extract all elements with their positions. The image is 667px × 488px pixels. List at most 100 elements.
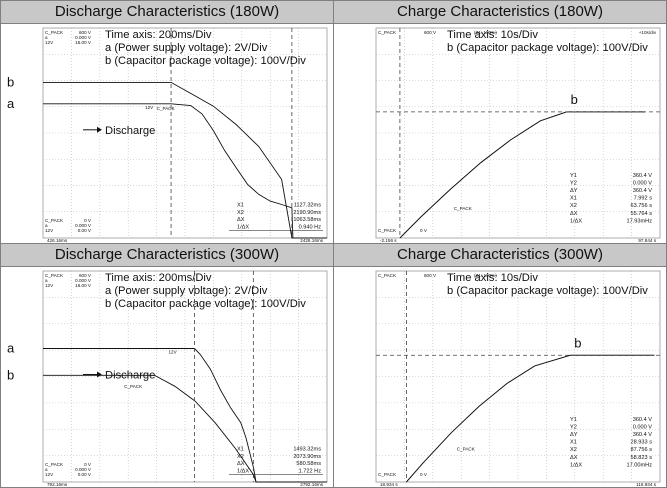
corner-caption: 15.00 V <box>75 40 92 45</box>
trace-caption-12v: 12V <box>168 349 177 354</box>
readout-key: ΔX <box>237 217 245 223</box>
corner-caption: 0.00 V <box>78 472 92 477</box>
corner-caption: 0.000 V <box>75 35 92 40</box>
readout-key: ΔX <box>570 455 578 461</box>
annotation-note: b (Capacitor package voltage): 100V/Div <box>105 298 306 310</box>
corner-caption: +10s/div <box>639 30 657 35</box>
trace-caption-cpack: C_PACK <box>454 206 473 211</box>
readout-key: X1 <box>237 446 244 452</box>
annotation-note: b (Capacitor package voltage): 100V/Div <box>447 285 648 297</box>
readout-value: 87.756 s <box>631 447 653 453</box>
discharge-label: Discharge <box>105 125 155 137</box>
discharge-arrow-head <box>97 371 102 378</box>
trace-label-b: b <box>7 74 14 89</box>
readout-key: X2 <box>237 454 244 460</box>
corner-caption: C_PACK <box>45 30 64 35</box>
readout-key: Y1 <box>570 417 577 423</box>
readout-value: 0.000 V <box>633 424 653 430</box>
series-b-line <box>43 81 327 239</box>
readout-value: 0.940 Hz <box>299 225 322 231</box>
x-range-left: 18.934 s <box>380 482 398 487</box>
readout-key: ΔX <box>237 461 245 467</box>
corner-caption: 0.000 V <box>75 467 92 472</box>
annotation-note: Time axis: 10s/Div <box>447 29 538 41</box>
trace-caption-cpack: C_PACK <box>157 106 176 111</box>
trace-label-b: b <box>574 335 581 350</box>
series-b-line <box>406 354 655 483</box>
readout-key: 1/ΔX <box>570 462 582 468</box>
readout-value: 58.823 s <box>631 455 653 461</box>
trace-caption-cpack: C_PACK <box>124 384 143 389</box>
corner-caption: 12V <box>45 40 54 45</box>
readout-key: 1/ΔX <box>237 469 249 475</box>
readout-value: 28.933 s <box>631 440 653 446</box>
corner-caption: C_PACK <box>45 273 64 278</box>
annotation-note: a (Power supply voltage): 2V/Div <box>105 285 268 297</box>
readout-key: X2 <box>570 203 577 209</box>
corner-caption: a <box>45 223 48 228</box>
panel-title: Charge Characteristics (180W) <box>334 1 666 24</box>
plot-svg: C_PACK 600 V (Z1: 100%) +10s/div C_PACK 0 V -2… <box>375 27 661 243</box>
corner-caption: 600 V <box>79 273 92 278</box>
corner-caption: 12V <box>45 228 54 233</box>
corner-caption: C_PACK <box>378 273 397 278</box>
plot-svg: C_PACK 600 V (Z1: 100%) C_PACK 0 V 18.934 s 11… <box>375 270 661 487</box>
readout-value: 360.4 V <box>633 432 653 438</box>
series-b-line <box>399 111 646 239</box>
corner-caption: C_PACK <box>378 472 397 477</box>
x-range-left: 426.16ms <box>47 238 68 243</box>
readout-key: X1 <box>570 196 577 202</box>
readout-value: 360.4 V <box>633 173 653 179</box>
corner-caption: 600 V <box>79 30 92 35</box>
readout-value: 1.722 Hz <box>299 469 322 475</box>
panel-title: Discharge Characteristics (180W) <box>1 1 333 24</box>
corner-caption: C_PACK <box>378 30 397 35</box>
annotation-note: b (Capacitor package voltage): 100V/Div <box>105 55 306 67</box>
panel-dis300: Discharge Characteristics (300W) C_PACK a 1… <box>0 243 334 488</box>
corner-caption: 0 V <box>84 462 92 467</box>
corner-caption: a <box>45 467 48 472</box>
readout-value: 0.000 V <box>633 180 653 186</box>
panel-chg300: Charge Characteristics (300W) C_PACK 600 V… <box>333 243 667 488</box>
readout-value: 55.764 s <box>631 211 653 217</box>
corner-caption: 0 V <box>84 218 92 223</box>
readout-value: 360.4 V <box>633 188 653 194</box>
readout-value: 2073.90ms <box>293 454 321 460</box>
corner-caption: 12V <box>45 283 54 288</box>
readout-key: Y2 <box>570 424 577 430</box>
x-range-right: 97.844 s <box>638 238 656 243</box>
annotation-note: a (Power supply voltage): 2V/Div <box>105 42 268 54</box>
corner-caption: C_PACK <box>45 462 64 467</box>
x-range-right: 2426.16ms <box>300 238 323 243</box>
readout-value: 1127.32ms <box>294 202 321 208</box>
readout-key: Y1 <box>570 173 577 179</box>
readout-value: 2190.90ms <box>293 210 321 216</box>
readout-value: 17.93mHz <box>627 218 653 224</box>
trace-label-b: b <box>571 92 578 107</box>
corner-caption: a <box>45 278 48 283</box>
readout-key: ΔY <box>570 432 578 438</box>
panel-dis180: Discharge Characteristics (180W) C_PACK a 1… <box>0 0 334 244</box>
series-a-line <box>43 103 327 239</box>
corner-caption: 600 V <box>424 273 437 278</box>
discharge-arrow-head <box>97 126 102 133</box>
annotation-note: Time axis: 10s/Div <box>447 272 538 284</box>
panel-title: Charge Characteristics (300W) <box>334 244 666 267</box>
readout-value: 17.00mHz <box>627 462 653 468</box>
trace-caption-12v: 12V <box>145 105 154 110</box>
x-range-right: 118.934 s <box>636 482 657 487</box>
corner-caption: 600 V <box>424 30 437 35</box>
trace-label-a: a <box>7 96 15 111</box>
corner-caption: 0.00 V <box>78 228 92 233</box>
readout-key: 1/ΔX <box>237 225 249 231</box>
readout-value: 1063.58ms <box>293 217 321 223</box>
readout-key: X2 <box>237 210 244 216</box>
readout-key: Y2 <box>570 180 577 186</box>
corner-caption: C_PACK <box>45 218 64 223</box>
trace-label-a: a <box>7 340 15 355</box>
readout-key: ΔY <box>570 188 578 194</box>
x-range-right: 2792.16ms <box>300 482 323 487</box>
